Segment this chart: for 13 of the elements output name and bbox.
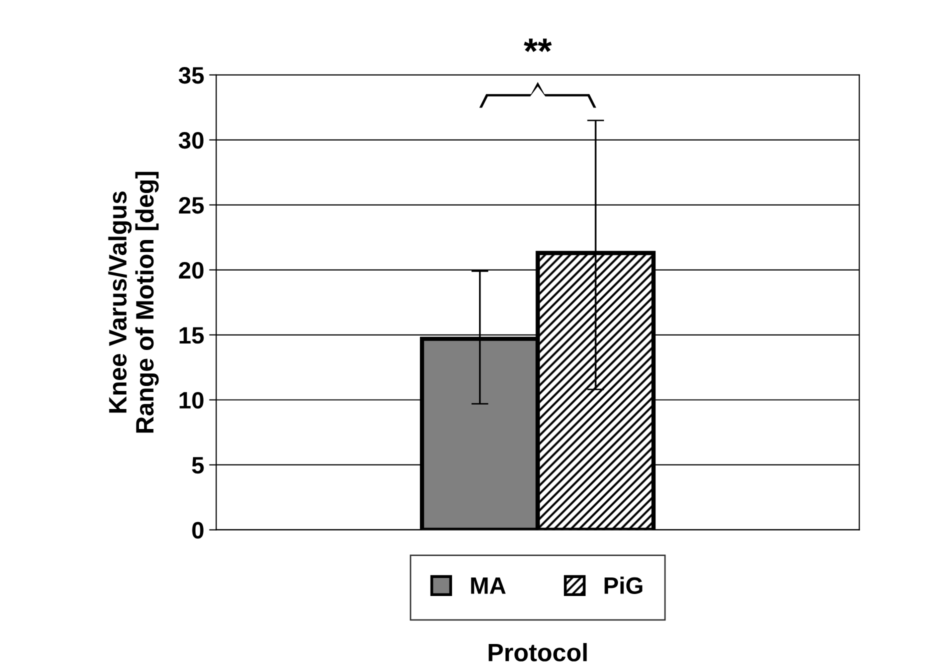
y-tick-label: 25 (178, 196, 204, 214)
y-tick-label: 15 (180, 327, 204, 344)
y-tick-label: 20 (178, 262, 204, 279)
legend-label: PiG (604, 576, 642, 594)
y-tick-label: 30 (178, 132, 204, 149)
legend-label: MA (471, 578, 506, 594)
y-axis-title: Knee Varus/Valgus Range of Motion [deg] (108, 172, 159, 433)
y-tick-label: 5 (192, 457, 204, 474)
y-tick-label: 10 (180, 392, 204, 409)
x-axis-title: Protocol (488, 643, 587, 662)
y-tick-label: 0 (192, 522, 204, 539)
text: ** (524, 38, 552, 52)
y-tick-label: 35 (178, 66, 204, 84)
